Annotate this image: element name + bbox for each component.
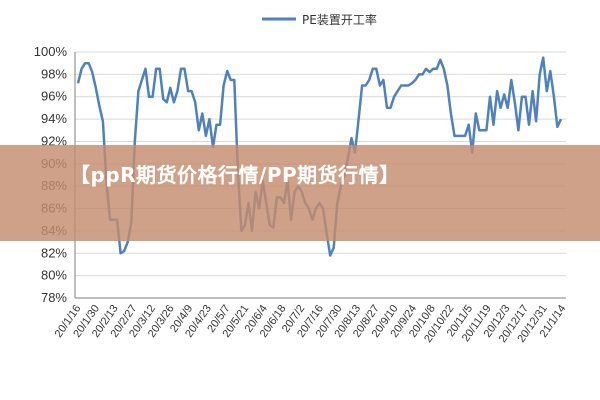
y-tick-label: 82% <box>41 245 67 260</box>
title-banner <box>0 145 600 241</box>
y-tick-label: 78% <box>41 290 67 305</box>
y-tick-label: 98% <box>41 66 67 81</box>
y-tick-label: 100% <box>34 44 68 59</box>
legend: PE装置开工率 <box>262 12 377 27</box>
banner-title[interactable]: 【ppR期货价格行情/PP期货行情】 <box>70 163 400 187</box>
x-tick-labels: 20/1/1620/1/3020/2/1320/2/2720/3/1220/3/… <box>53 303 569 345</box>
y-tick-label: 80% <box>41 268 67 283</box>
y-tick-label: 94% <box>41 111 67 126</box>
y-tick-label: 96% <box>41 89 67 104</box>
y-tick-label: 92% <box>41 133 67 148</box>
legend-label: PE装置开工率 <box>302 12 377 27</box>
